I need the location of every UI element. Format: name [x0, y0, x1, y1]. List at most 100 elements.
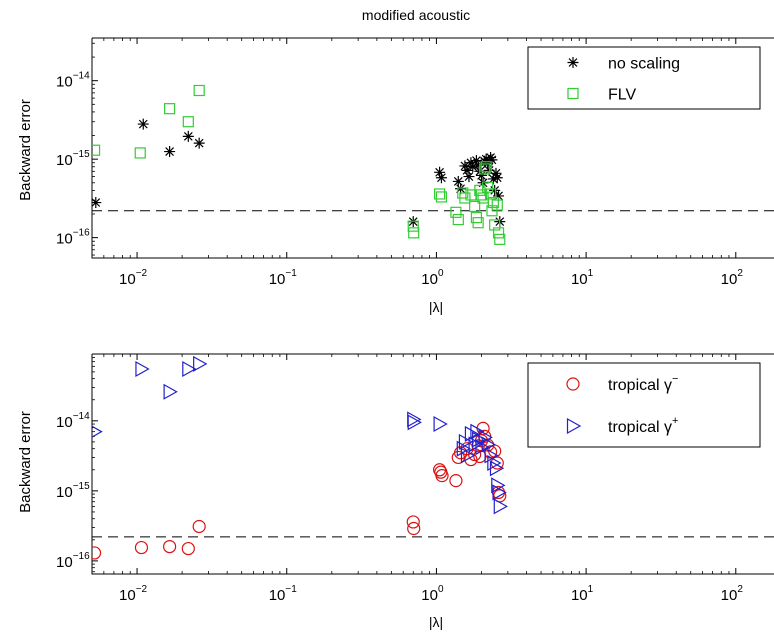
point-triangle-right — [407, 414, 422, 431]
point-triangle-right — [489, 460, 505, 477]
point-square — [134, 147, 146, 159]
point-square — [435, 191, 448, 203]
point-asterisk — [472, 159, 484, 171]
legend-label: FLV — [608, 87, 636, 104]
point-circle — [432, 463, 447, 477]
point-square — [484, 188, 497, 200]
point-square — [494, 233, 506, 245]
data-points — [92, 84, 506, 245]
point-triangle-right — [487, 454, 502, 472]
point-circle — [134, 540, 149, 555]
point-asterisk — [491, 172, 503, 184]
point-square — [491, 199, 503, 211]
point-asterisk — [459, 160, 471, 172]
point-asterisk — [461, 164, 473, 176]
point-square — [164, 103, 176, 115]
point-square — [482, 181, 494, 193]
x-axis-label-top: |λ| — [429, 299, 443, 315]
point-circle — [163, 540, 177, 554]
point-asterisk — [164, 146, 176, 158]
point-circle — [192, 519, 206, 534]
y-tick-label: 10−16 — [56, 228, 90, 248]
point-asterisk — [452, 175, 464, 187]
point-square — [489, 219, 501, 231]
point-circle — [92, 546, 102, 560]
point-square — [492, 227, 505, 239]
x-tick-label: 10−1 — [269, 584, 298, 604]
point-asterisk — [489, 184, 501, 196]
point-square — [472, 217, 484, 229]
point-asterisk — [137, 118, 149, 130]
point-triangle-right — [493, 498, 509, 515]
point-asterisk — [182, 130, 194, 142]
x-tick-label: 101 — [571, 268, 594, 288]
legend-box — [527, 362, 761, 448]
point-asterisk — [467, 161, 479, 173]
y-tick-label: 10−14 — [56, 411, 90, 431]
point-asterisk — [480, 153, 492, 165]
point-triangle-right — [135, 360, 150, 378]
point-triangle-right — [478, 429, 493, 446]
point-circle — [490, 456, 504, 470]
y-tick-label: 10−16 — [56, 551, 90, 571]
legend-marker-asterisk — [567, 57, 579, 68]
bottom-panel: 10−2 10−1 100 101 102 10−16 10−15 10−14 tropical… — [56, 353, 774, 604]
data-points — [92, 355, 509, 560]
point-asterisk — [463, 171, 475, 183]
point-asterisk — [193, 137, 205, 149]
point-square — [408, 227, 420, 239]
point-triangle-right — [481, 436, 496, 453]
legend-box — [527, 46, 761, 110]
point-asterisk — [435, 172, 447, 184]
x-axis-label-bottom: |λ| — [429, 614, 443, 630]
point-circle — [435, 469, 449, 483]
point-asterisk — [485, 151, 497, 163]
point-asterisk — [434, 166, 446, 178]
legend-label: tropical γ+ — [608, 415, 678, 436]
point-square — [452, 213, 464, 226]
x-tick-label: 10−1 — [269, 268, 298, 288]
legend-marker-circle — [566, 377, 580, 391]
point-square — [433, 188, 446, 200]
top-panel: 10−2 10−1 100 101 102 10−16 10−15 10−14 no scali… — [56, 37, 774, 288]
x-tick-label: 10−2 — [119, 268, 148, 288]
point-triangle-right — [460, 447, 476, 464]
point-square — [459, 192, 471, 204]
chart-title: modified acoustic — [362, 7, 470, 23]
point-triangle-right — [433, 416, 448, 433]
point-triangle-right — [182, 360, 197, 378]
point-triangle-right — [456, 440, 472, 457]
legend-label: no scaling — [608, 56, 680, 73]
y-axis-label-bottom: Backward error — [17, 411, 34, 513]
point-square — [487, 196, 499, 209]
point-circle — [406, 515, 420, 529]
point-asterisk — [455, 183, 467, 195]
y-axis-label-top: Backward error — [17, 99, 34, 201]
point-square — [407, 220, 419, 232]
point-asterisk — [92, 197, 102, 209]
y-tick-label: 10−15 — [56, 481, 90, 501]
x-tick-label: 10−2 — [119, 584, 148, 604]
point-square — [480, 161, 492, 173]
legend-label: tropical γ− — [608, 373, 678, 394]
x-tick-label: 100 — [421, 584, 444, 604]
point-square — [479, 163, 491, 175]
point-triangle-right — [163, 383, 178, 400]
point-triangle-right — [464, 425, 480, 442]
point-asterisk — [490, 167, 502, 179]
point-circle — [181, 541, 195, 556]
legend-marker-square — [567, 87, 579, 100]
x-tick-label: 101 — [571, 584, 594, 604]
point-square — [475, 189, 488, 201]
point-asterisk — [470, 155, 482, 167]
point-square — [182, 116, 194, 128]
point-asterisk — [486, 154, 498, 166]
y-tick-label: 10−14 — [56, 71, 90, 91]
point-square — [450, 206, 462, 218]
x-tick-label: 100 — [421, 268, 444, 288]
point-asterisk — [493, 190, 505, 202]
x-tick-label: 102 — [721, 584, 744, 604]
point-asterisk — [475, 169, 487, 181]
point-triangle-right — [492, 484, 507, 501]
